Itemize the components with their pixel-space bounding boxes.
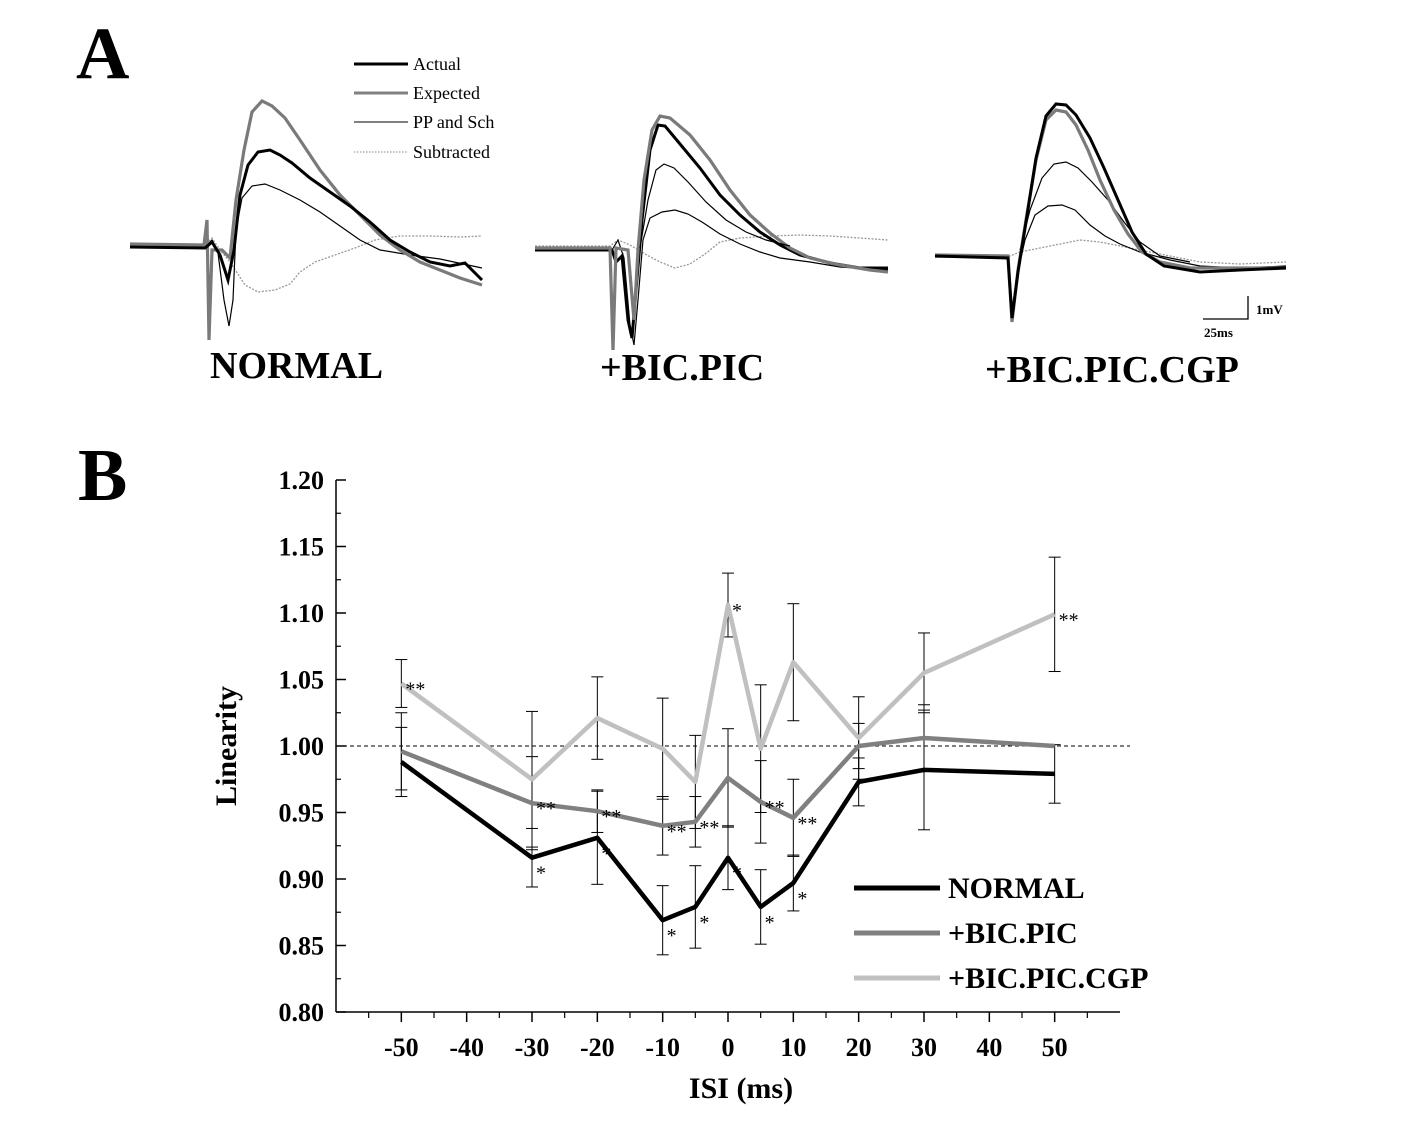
x-axis-title: ISI (ms) bbox=[689, 1072, 793, 1105]
trace-subtracted bbox=[535, 234, 889, 269]
trace-actual bbox=[129, 148, 484, 286]
legend-ppsch-label: PP and Sch bbox=[413, 112, 494, 132]
legend-label: NORMAL bbox=[948, 872, 1085, 905]
scale-bar-time: 25ms bbox=[1204, 325, 1233, 340]
y-tick-label: 0.85 bbox=[279, 932, 325, 961]
significance-marker: ** bbox=[405, 678, 425, 700]
trace-subtracted bbox=[935, 239, 1287, 265]
chart-legend: NORMAL +BIC.PIC +BIC.PIC.CGP bbox=[854, 872, 1148, 995]
significance-marker: ** bbox=[699, 817, 719, 839]
y-tick-label: 0.95 bbox=[279, 799, 325, 828]
x-tick-label: 30 bbox=[911, 1033, 937, 1062]
y-tick-label: 1.20 bbox=[279, 466, 325, 495]
trace-pp-sch bbox=[130, 183, 483, 327]
significance-marker: ** bbox=[765, 797, 785, 819]
y-tick-label: 0.80 bbox=[279, 998, 325, 1027]
x-tick-label: -20 bbox=[580, 1033, 615, 1062]
traces-legend: Actual Expected PP and Sch Subtracted bbox=[354, 54, 494, 162]
series-line-normal bbox=[399, 760, 1055, 923]
legend-actual-label: Actual bbox=[413, 54, 461, 74]
condition-label-bic-pic-cgp: +BIC.PIC.CGP bbox=[985, 349, 1239, 391]
significance-marker: ** bbox=[601, 806, 621, 828]
x-tick-label: 0 bbox=[722, 1033, 735, 1062]
trace-expected bbox=[934, 108, 1286, 323]
y-tick-label: 1.10 bbox=[279, 599, 325, 628]
x-tick-label: 50 bbox=[1042, 1033, 1068, 1062]
significance-marker: * bbox=[699, 912, 709, 934]
y-tick-label: 0.90 bbox=[279, 865, 325, 894]
series-line--bic-pic bbox=[400, 735, 1055, 829]
trace-pp-sch-2 bbox=[639, 163, 791, 249]
significance-marker: ** bbox=[536, 798, 556, 820]
trace-expected bbox=[535, 114, 889, 351]
trace-pp-sch bbox=[534, 209, 889, 346]
traces-bic-pic bbox=[534, 114, 889, 351]
legend-subtracted-label: Subtracted bbox=[413, 142, 490, 162]
significance-marker: ** bbox=[1059, 609, 1079, 631]
trace-actual bbox=[535, 123, 888, 339]
significance-marker: * bbox=[732, 863, 742, 885]
x-tick-label: -10 bbox=[645, 1033, 680, 1062]
traces-bic-pic-cgp: 1mV 25ms bbox=[934, 102, 1287, 340]
x-tick-label: 40 bbox=[976, 1033, 1002, 1062]
significance-marker: * bbox=[797, 888, 807, 910]
significance-marker: ** bbox=[797, 813, 817, 835]
legend-expected-label: Expected bbox=[413, 83, 480, 103]
trace-expected bbox=[129, 99, 483, 341]
y-axis-title: Linearity bbox=[210, 686, 243, 806]
traces-normal bbox=[129, 99, 484, 341]
legend-label: +BIC.PIC.CGP bbox=[948, 962, 1148, 995]
y-tick-label: 1.05 bbox=[279, 666, 325, 695]
x-tick-label: -50 bbox=[384, 1033, 419, 1062]
trace-pp-sch-2 bbox=[1019, 161, 1191, 263]
x-tick-label: 10 bbox=[780, 1033, 806, 1062]
trace-actual bbox=[934, 102, 1287, 319]
condition-label-normal: NORMAL bbox=[210, 345, 383, 387]
significance-marker: * bbox=[536, 863, 546, 885]
legend-label: +BIC.PIC bbox=[948, 917, 1078, 950]
significance-marker: ** bbox=[667, 821, 687, 843]
significance-marker: * bbox=[667, 925, 677, 947]
x-tick-label: -30 bbox=[515, 1033, 550, 1062]
panel-b-letter: B bbox=[78, 435, 127, 517]
x-tick-label: -40 bbox=[449, 1033, 484, 1062]
significance-marker: * bbox=[765, 912, 775, 934]
y-tick-label: 1.15 bbox=[279, 533, 325, 562]
significance-marker: * bbox=[732, 600, 742, 622]
condition-label-bic-pic: +BIC.PIC bbox=[600, 347, 764, 389]
trace-pp-sch bbox=[935, 204, 1287, 321]
x-tick-label: 20 bbox=[846, 1033, 872, 1062]
y-tick-label: 1.00 bbox=[279, 732, 325, 761]
panel-a-letter: A bbox=[76, 13, 129, 95]
scale-bar bbox=[1203, 296, 1249, 320]
series-line--bic-pic-cgp bbox=[399, 602, 1056, 785]
scale-bar-voltage: 1mV bbox=[1256, 302, 1283, 317]
linearity-chart: 0.80 0.85 0.90 0.95 1.00 1.05 1.10 1.15 1.20 -50 -… bbox=[279, 466, 1149, 1062]
significance-marker: * bbox=[601, 843, 611, 865]
